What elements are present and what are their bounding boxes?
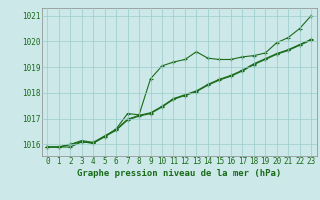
X-axis label: Graphe pression niveau de la mer (hPa): Graphe pression niveau de la mer (hPa) xyxy=(77,169,281,178)
